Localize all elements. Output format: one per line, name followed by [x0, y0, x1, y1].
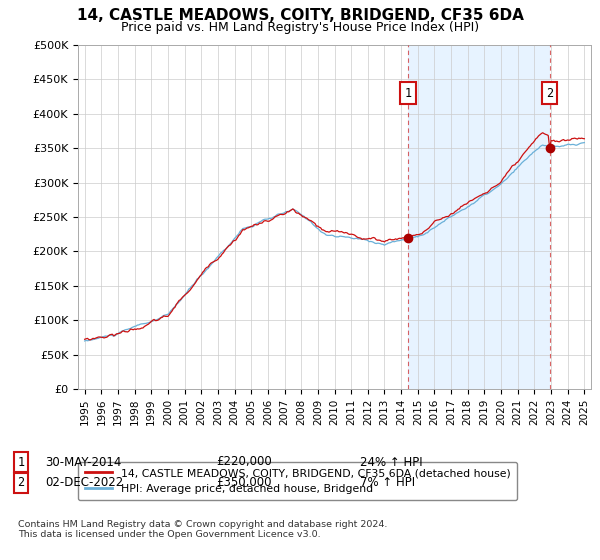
- Text: Price paid vs. HM Land Registry's House Price Index (HPI): Price paid vs. HM Land Registry's House …: [121, 21, 479, 34]
- Text: 24% ↑ HPI: 24% ↑ HPI: [360, 455, 422, 469]
- Text: 14, CASTLE MEADOWS, COITY, BRIDGEND, CF35 6DA: 14, CASTLE MEADOWS, COITY, BRIDGEND, CF3…: [77, 8, 523, 24]
- Text: £350,000: £350,000: [216, 476, 271, 489]
- Legend: 14, CASTLE MEADOWS, COITY, BRIDGEND, CF35 6DA (detached house), HPI: Average pri: 14, CASTLE MEADOWS, COITY, BRIDGEND, CF3…: [78, 462, 517, 500]
- Text: 1: 1: [404, 86, 412, 100]
- Text: 1: 1: [17, 455, 25, 469]
- Text: Contains HM Land Registry data © Crown copyright and database right 2024.
This d: Contains HM Land Registry data © Crown c…: [18, 520, 388, 539]
- Text: 30-MAY-2014: 30-MAY-2014: [45, 455, 121, 469]
- Text: 2: 2: [546, 86, 553, 100]
- Text: 7% ↑ HPI: 7% ↑ HPI: [360, 476, 415, 489]
- Text: 2: 2: [17, 476, 25, 489]
- Text: 02-DEC-2022: 02-DEC-2022: [45, 476, 123, 489]
- Text: £220,000: £220,000: [216, 455, 272, 469]
- Bar: [408, 45, 550, 389]
